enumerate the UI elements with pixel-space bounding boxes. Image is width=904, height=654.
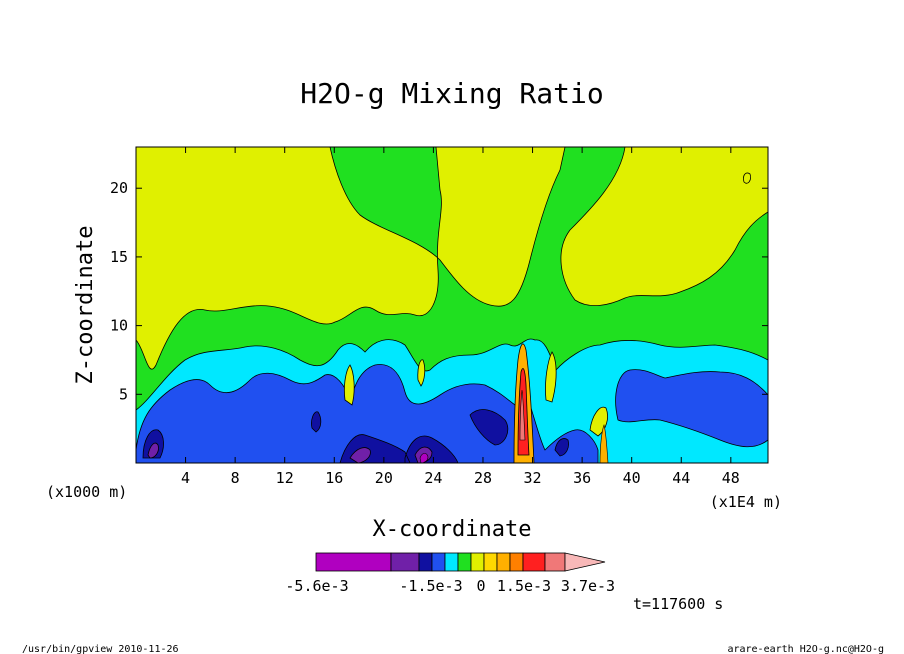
y-tick-label: 15	[110, 248, 128, 266]
colorbar-swatch	[315, 552, 392, 572]
x-tick-label: 8	[231, 469, 240, 487]
plot-frame	[135, 146, 769, 464]
x-tick-label: 40	[623, 469, 641, 487]
footer-left: /usr/bin/gpview 2010-11-26	[22, 644, 179, 654]
y-axis-title: Z-coordinate	[73, 226, 98, 385]
x-tick-label: 32	[524, 469, 542, 487]
colorbar-swatch	[522, 552, 546, 572]
x-axis-title: X-coordinate	[373, 517, 532, 542]
y-tick-label: 20	[110, 179, 128, 197]
x-axis: 4 8 12 16 20 24 28 32 36 40 44 48	[181, 147, 740, 487]
x-tick-label: 20	[375, 469, 393, 487]
colorbar-label: -1.5e-3	[399, 577, 462, 595]
contour-blue	[135, 364, 769, 464]
colorbar-label: -5.6e-3	[285, 577, 348, 595]
x-tick-label: 28	[474, 469, 492, 487]
contour-column-pink	[519, 389, 526, 441]
time-label: t=117600 s	[633, 595, 723, 613]
colorbar-swatch	[483, 552, 498, 572]
colorbar	[315, 552, 606, 572]
y-tick-label: 10	[110, 317, 128, 335]
x-tick-label: 48	[722, 469, 740, 487]
contour-yellow-pockets	[343, 172, 751, 437]
x-unit-right: (x1E4 m)	[710, 493, 782, 511]
colorbar-label: 1.5e-3	[497, 577, 551, 595]
x-tick-label: 44	[672, 469, 690, 487]
x-tick-label: 24	[424, 469, 442, 487]
colorbar-swatch	[444, 552, 459, 572]
colorbar-swatch	[544, 552, 566, 572]
x-tick-label: 4	[181, 469, 190, 487]
y-axis: 5 10 15 20	[110, 179, 768, 403]
colorbar-arrow	[564, 552, 606, 572]
colorbar-swatch	[509, 552, 524, 572]
colorbar-swatch	[431, 552, 446, 572]
x-unit-left: (x1000 m)	[46, 483, 127, 501]
colorbar-swatch	[457, 552, 472, 572]
colorbar-swatch	[390, 552, 420, 572]
colorbar-label: 3.7e-3	[561, 577, 615, 595]
colorbar-swatch	[496, 552, 511, 572]
colorbar-label: 0	[476, 577, 485, 595]
footer-right: arare-earth_H2O-g.nc@H2O-g	[727, 644, 884, 654]
colorbar-labels: -5.6e-3 -1.5e-3 0 1.5e-3 3.7e-3	[285, 577, 615, 595]
contour-small-orange	[599, 424, 609, 464]
x-tick-label: 12	[276, 469, 294, 487]
colorbar-swatch	[470, 552, 485, 572]
colorbar-swatch	[418, 552, 433, 572]
x-tick-label: 16	[325, 469, 343, 487]
contour-plot	[135, 146, 769, 464]
chart-title: H2O-g Mixing Ratio	[300, 77, 603, 110]
x-tick-label: 36	[573, 469, 591, 487]
y-tick-label: 5	[119, 385, 128, 403]
